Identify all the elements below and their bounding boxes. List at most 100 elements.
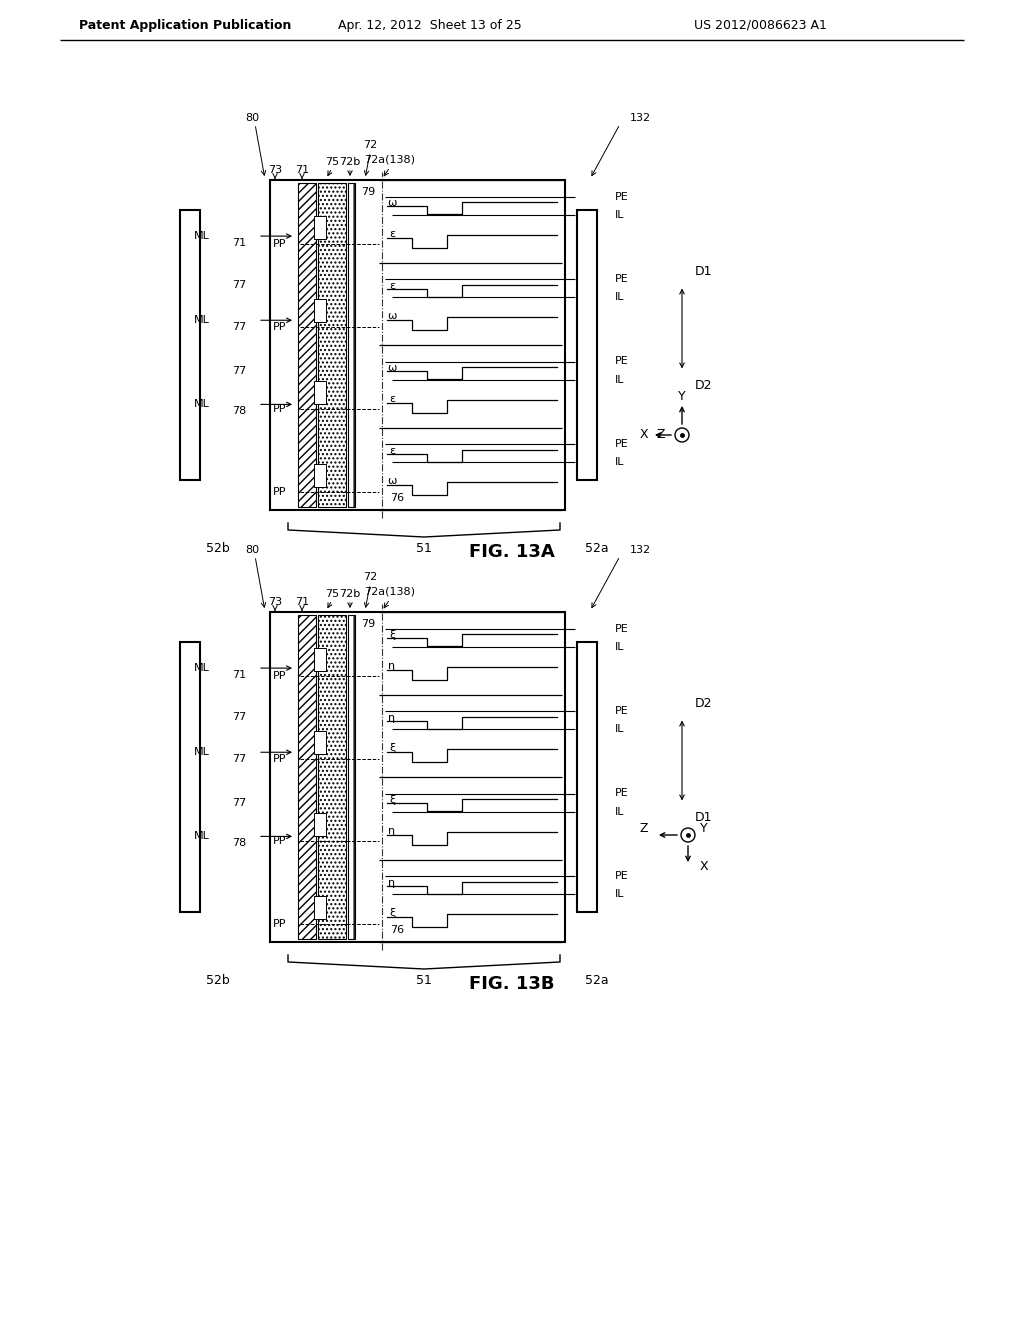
Text: D1: D1	[695, 810, 713, 824]
Text: X: X	[700, 861, 709, 874]
Text: 77: 77	[232, 711, 246, 722]
Text: ML: ML	[195, 832, 210, 841]
Bar	[348, 183, 355, 507]
Text: ε: ε	[389, 393, 395, 404]
Text: D1: D1	[695, 265, 713, 279]
Text: PP: PP	[272, 487, 286, 496]
Text: 77: 77	[232, 366, 246, 376]
Text: ε: ε	[389, 446, 395, 455]
Text: IL: IL	[615, 725, 625, 734]
Text: Y: Y	[700, 822, 708, 836]
Text: PE: PE	[615, 871, 629, 880]
Text: 77: 77	[232, 322, 246, 333]
Text: 73: 73	[268, 597, 282, 607]
Bar	[314, 463, 326, 487]
Bar	[348, 615, 355, 939]
Text: PP: PP	[272, 919, 286, 929]
Text: 52a: 52a	[585, 541, 609, 554]
Text: 73: 73	[268, 165, 282, 176]
Text: 72a(138): 72a(138)	[365, 587, 416, 597]
Text: PP: PP	[272, 322, 286, 331]
Text: 132: 132	[630, 545, 650, 554]
Text: IL: IL	[615, 807, 625, 817]
Bar	[314, 381, 326, 404]
Text: US 2012/0086623 A1: US 2012/0086623 A1	[693, 18, 826, 32]
Text: ω: ω	[387, 198, 396, 209]
Bar	[180, 642, 200, 912]
Text: 75: 75	[325, 157, 339, 168]
Text: 76: 76	[390, 925, 404, 935]
Text: 77: 77	[232, 754, 246, 764]
Bar	[180, 210, 200, 480]
Text: 132: 132	[630, 114, 650, 123]
Text: 80: 80	[245, 545, 259, 554]
Text: PE: PE	[615, 440, 629, 449]
Text: 77: 77	[232, 280, 246, 290]
Text: PP: PP	[272, 672, 286, 681]
Text: ε: ε	[389, 281, 395, 290]
Bar	[318, 183, 346, 507]
Text: ω: ω	[387, 312, 396, 321]
Bar	[577, 642, 597, 912]
Text: 72: 72	[362, 572, 377, 582]
Text: 80: 80	[245, 114, 259, 123]
Text: ML: ML	[195, 663, 210, 673]
Bar	[314, 731, 326, 754]
Text: Z: Z	[640, 822, 648, 836]
Text: 75: 75	[325, 589, 339, 599]
Bar	[314, 298, 326, 322]
Text: η: η	[388, 825, 395, 836]
Bar	[577, 210, 597, 480]
Text: FIG. 13A: FIG. 13A	[469, 543, 555, 561]
Text: ξ: ξ	[389, 630, 395, 640]
Text: η: η	[388, 713, 395, 722]
Text: PE: PE	[615, 706, 629, 715]
Text: 77: 77	[232, 797, 246, 808]
Text: Patent Application Publication: Patent Application Publication	[79, 18, 291, 32]
Text: PE: PE	[615, 623, 629, 634]
Text: IL: IL	[615, 890, 625, 899]
Bar	[314, 813, 326, 837]
Bar	[298, 183, 316, 507]
Text: 71: 71	[232, 671, 246, 680]
Bar	[318, 615, 346, 939]
Text: PE: PE	[615, 275, 629, 284]
Text: 78: 78	[232, 838, 246, 849]
Text: 52b: 52b	[206, 974, 229, 986]
Text: 72: 72	[362, 140, 377, 150]
Text: 72a(138): 72a(138)	[365, 154, 416, 165]
Text: PP: PP	[272, 754, 286, 764]
Text: D2: D2	[695, 697, 713, 710]
Text: Z: Z	[656, 429, 665, 441]
Text: X: X	[640, 429, 648, 441]
Text: PE: PE	[615, 191, 629, 202]
Bar	[314, 648, 326, 672]
Text: ξ: ξ	[389, 908, 395, 919]
Text: ξ: ξ	[389, 743, 395, 754]
Text: IL: IL	[615, 457, 625, 467]
Text: 71: 71	[232, 238, 246, 248]
Text: 51: 51	[416, 974, 432, 986]
Text: ML: ML	[195, 400, 210, 409]
Text: 52b: 52b	[206, 541, 229, 554]
Text: ω: ω	[387, 477, 396, 486]
Text: IL: IL	[615, 642, 625, 652]
Text: 76: 76	[390, 492, 404, 503]
Text: ML: ML	[195, 747, 210, 758]
Text: 79: 79	[360, 187, 375, 197]
Text: IL: IL	[615, 292, 625, 302]
Text: PP: PP	[272, 837, 286, 846]
Text: η: η	[388, 878, 395, 887]
Bar	[270, 612, 565, 942]
Bar	[270, 180, 565, 510]
Text: ω: ω	[387, 363, 396, 374]
Text: 51: 51	[416, 541, 432, 554]
Text: PP: PP	[272, 404, 286, 414]
Text: Y: Y	[678, 391, 686, 404]
Text: ML: ML	[195, 231, 210, 242]
Text: 71: 71	[295, 165, 309, 176]
Bar	[314, 896, 326, 919]
Text: PE: PE	[615, 788, 629, 799]
Text: D2: D2	[695, 379, 713, 392]
Text: PE: PE	[615, 356, 629, 367]
